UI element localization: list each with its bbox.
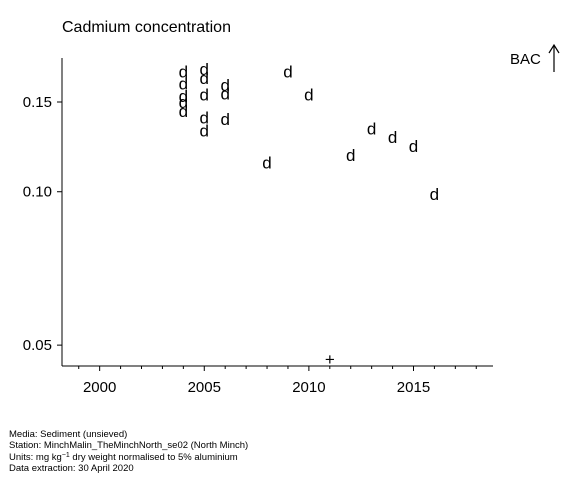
- data-point-detected: d: [200, 108, 209, 127]
- up-arrow-icon: [548, 43, 560, 72]
- y-tick-label: 0.15: [23, 94, 52, 111]
- data-point-detected: d: [200, 121, 209, 140]
- units-suffix: dry weight normalised to 5% aluminium: [69, 451, 238, 463]
- data-point-detected: d: [262, 154, 271, 173]
- data-point-detected: d: [367, 120, 376, 139]
- data-point-detected: d: [179, 75, 188, 94]
- data-point-detected: d: [179, 63, 188, 82]
- data-point-below-detection: +: [325, 350, 335, 369]
- bac-label: BAC: [510, 51, 541, 68]
- data-point-detected: d: [179, 93, 188, 112]
- units-exponent: −1: [61, 451, 70, 459]
- y-tick-label: 0.05: [23, 337, 52, 354]
- extraction-line: Data extraction: 30 April 2020: [9, 463, 134, 475]
- units-prefix: Units: mg kg: [9, 451, 62, 463]
- x-tick-label: 2010: [292, 379, 325, 396]
- x-tick-label: 2000: [83, 379, 116, 396]
- data-point-detected: d: [388, 128, 397, 147]
- data-point-detected: d: [283, 63, 292, 82]
- y-tick-label: 0.10: [23, 184, 52, 201]
- x-tick-label: 2005: [188, 379, 221, 396]
- data-point-detected: d: [179, 87, 188, 106]
- x-tick-label: 2015: [397, 379, 430, 396]
- data-point-detected: d: [220, 110, 229, 129]
- data-point-detected: d: [220, 84, 229, 103]
- station-line: Station: MinchMalin_TheMinchNorth_se02 (…: [9, 440, 249, 452]
- media-line: Media: Sediment (unsieved): [9, 429, 128, 440]
- data-point-detected: d: [430, 185, 439, 204]
- units-line: Units: mg kg−1 dry weight normalised to …: [9, 452, 248, 463]
- data-point-detected: d: [220, 76, 229, 95]
- data-point-detected: d: [200, 60, 209, 79]
- data-point-detected: d: [200, 86, 209, 105]
- metadata-footer: Media: Sediment (unsieved) Station: Minc…: [9, 429, 248, 475]
- data-point-detected: d: [304, 86, 313, 105]
- data-point-detected: d: [179, 102, 188, 121]
- data-point-detected: d: [346, 146, 355, 165]
- data-point-detected: d: [409, 137, 418, 156]
- chart-title: Cadmium concentration: [62, 19, 231, 36]
- data-point-detected: d: [200, 69, 209, 88]
